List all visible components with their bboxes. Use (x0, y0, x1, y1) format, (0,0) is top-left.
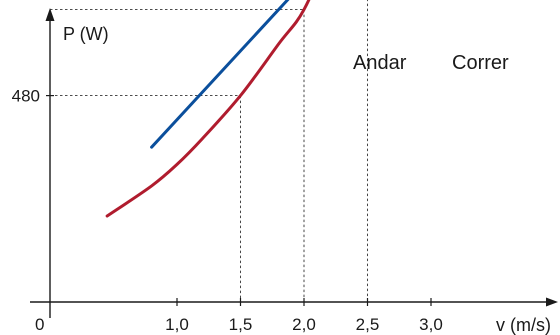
series-line-correr (150, 0, 290, 149)
y-tick-label: 480 (12, 87, 40, 106)
series-label-andar: Andar (353, 52, 407, 74)
x-tick-label: 1,0 (165, 315, 189, 334)
guide-lines (50, 0, 368, 302)
ticks: 1,01,52,02,53,0480880 (12, 87, 443, 334)
x-tick-label: 2,0 (292, 315, 316, 334)
series-label-correr: Correr (452, 52, 509, 74)
x-tick-label: 2,5 (356, 315, 380, 334)
axes (30, 8, 558, 318)
y-axis-arrow-icon (45, 8, 55, 21)
origin-label: 0 (35, 315, 44, 334)
series-line-andar (105, 0, 311, 218)
y-axis-label: P (W) (63, 24, 109, 44)
x-tick-label: 3,0 (419, 315, 443, 334)
x-tick-label: 1,5 (229, 315, 253, 334)
x-axis-arrow-icon (546, 297, 558, 307)
series (105, 0, 311, 218)
x-axis-label: v (m/s) (496, 315, 551, 335)
